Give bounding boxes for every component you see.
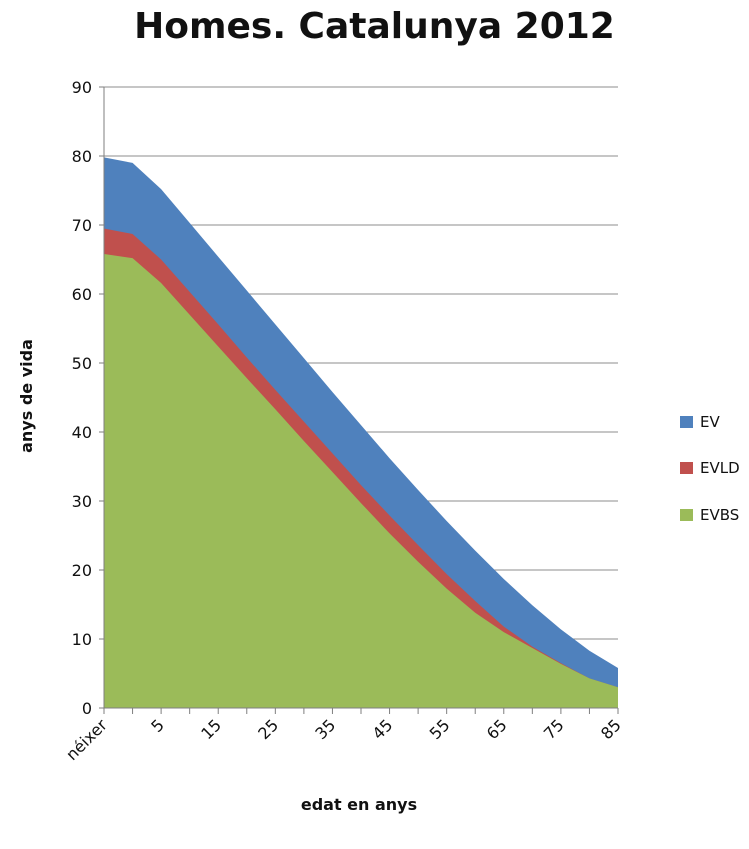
x-tick-label: 35 <box>311 715 339 743</box>
x-tick-label: 45 <box>369 715 397 743</box>
x-axis-title: edat en anys <box>301 795 417 814</box>
legend-swatch-evld <box>680 462 693 474</box>
x-tick-labels: néixer 5 15 25 35 45 55 65 75 85 <box>62 715 625 764</box>
y-tick-labels: 0 10 20 30 40 50 60 70 80 90 <box>72 78 92 718</box>
y-tick-label: 40 <box>72 423 92 442</box>
y-tick-label: 90 <box>72 78 92 97</box>
y-tick-label: 30 <box>72 492 92 511</box>
x-tick-label: 15 <box>197 715 225 743</box>
legend-label-evbs: EVBS <box>700 506 739 524</box>
x-tick-label: 85 <box>597 715 625 743</box>
area-evbs <box>104 253 618 709</box>
legend: EV EVLD EVBS <box>680 413 740 524</box>
x-tick-label: 65 <box>483 715 511 743</box>
y-tick-label: 50 <box>72 354 92 373</box>
y-tick-label: 80 <box>72 147 92 166</box>
x-tick-label: 55 <box>426 715 454 743</box>
axes <box>99 86 619 714</box>
y-axis-title: anys de vida <box>17 339 36 453</box>
x-tick-label: 25 <box>254 715 282 743</box>
y-tick-label: 60 <box>72 285 92 304</box>
legend-swatch-ev <box>680 416 693 428</box>
x-tick-label: 5 <box>147 715 168 736</box>
y-tick-label: 10 <box>72 630 92 649</box>
legend-label-ev: EV <box>700 413 720 431</box>
y-tick-label: 70 <box>72 216 92 235</box>
series-areas <box>104 157 618 709</box>
y-tick-label: 20 <box>72 561 92 580</box>
legend-swatch-evbs <box>680 509 693 521</box>
x-tick-label: 75 <box>540 715 568 743</box>
y-tick-label: 0 <box>82 699 92 718</box>
chart-title: Homes. Catalunya 2012 <box>134 6 615 47</box>
x-tick-label: néixer <box>62 715 111 764</box>
legend-label-evld: EVLD <box>700 459 740 477</box>
